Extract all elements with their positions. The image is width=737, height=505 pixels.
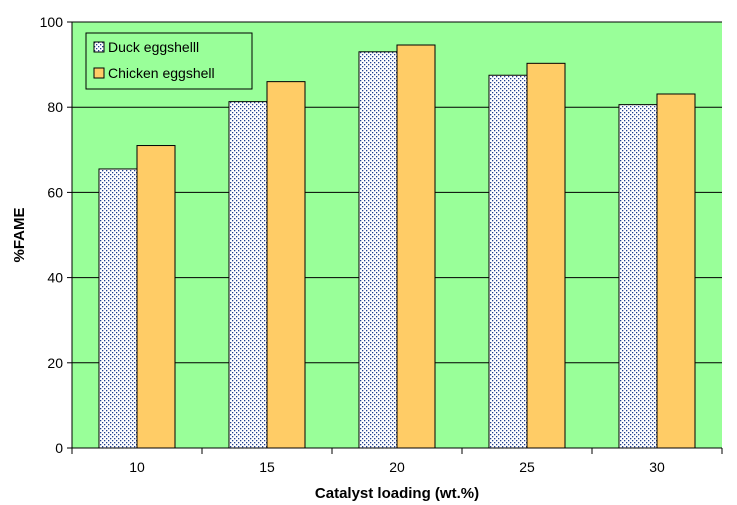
bar-chicken-20 [396,44,436,449]
x-tick-label: 15 [259,459,275,475]
bar-chicken-15 [266,81,306,449]
x-tick-label: 10 [129,459,145,475]
x-tick-labels: 10 15 20 25 30 [71,448,723,475]
legend: Duck eggshelll Chicken eggshell [85,32,253,90]
bar-duck-30 [618,104,658,449]
bar-duck-25 [488,74,528,449]
y-tick-label: 100 [40,14,64,30]
y-axis-title: %FAME [11,207,28,262]
y-tick-label: 60 [47,184,63,200]
bar-duck-10 [98,168,138,449]
legend-label-chicken: Chicken eggshell [108,65,215,81]
legend-swatch-chicken [93,67,105,79]
bars [98,44,696,449]
y-tick-label: 40 [47,270,63,286]
legend-label-duck: Duck eggshelll [108,39,199,55]
bar-chicken-30 [656,93,696,449]
y-tick-labels: 0 20 40 60 80 100 [40,14,72,456]
axes [71,22,722,449]
legend-swatch-duck [93,41,105,53]
bar-duck-15 [228,101,268,449]
bar-duck-20 [358,51,398,449]
bar-chicken-25 [526,62,566,449]
x-tick-label: 30 [649,459,665,475]
y-tick-label: 80 [47,99,63,115]
legend-box [85,32,253,90]
y-tick-label: 0 [55,440,63,456]
bar-chicken-10 [136,145,176,449]
x-axis-title: Catalyst loading (wt.%) [315,485,479,502]
x-tick-label: 25 [519,459,535,475]
x-tick-label: 20 [389,459,405,475]
y-tick-label: 20 [47,355,63,371]
